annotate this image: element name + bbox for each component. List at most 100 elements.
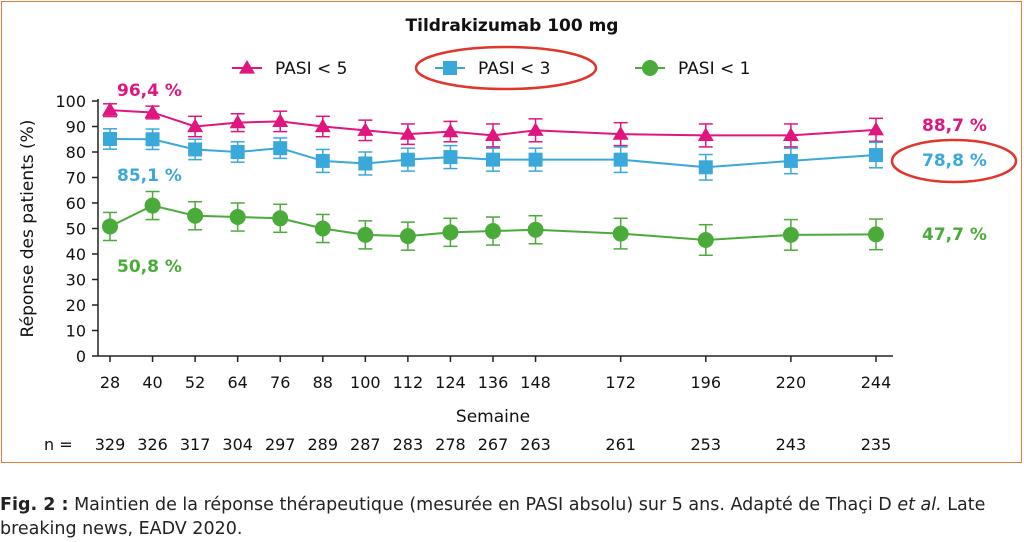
data-point — [697, 231, 714, 248]
data-point — [485, 223, 501, 240]
x-tick-label: 244 — [861, 373, 892, 392]
chart-frame — [1, 1, 1022, 463]
data-point — [400, 152, 415, 167]
legend-label: PASI < 3 — [478, 59, 550, 79]
data-point — [102, 218, 118, 235]
data-point — [273, 141, 288, 156]
data-point — [612, 225, 629, 242]
x-tick-label: 88 — [313, 373, 333, 392]
data-point — [613, 152, 628, 167]
data-point — [698, 160, 713, 175]
caption-text-2: Late breaking news, EADV 2020. — [0, 495, 986, 539]
end-value-label: 78,8 % — [922, 151, 987, 171]
end-value-label: 88,7 % — [922, 116, 987, 136]
n-value: 278 — [435, 435, 466, 454]
y-tick-label: 80 — [66, 143, 86, 162]
data-point — [144, 197, 161, 214]
legend-label: PASI < 1 — [678, 59, 750, 79]
data-point — [442, 123, 459, 138]
data-point — [102, 102, 118, 116]
data-point — [783, 153, 798, 168]
data-point — [187, 207, 204, 224]
data-point — [103, 131, 117, 146]
n-value: 326 — [137, 435, 168, 454]
x-tick-label: 100 — [350, 373, 381, 392]
data-point — [314, 220, 331, 237]
n-value: 261 — [605, 435, 636, 454]
n-value: 304 — [222, 435, 253, 454]
caption-italic: et al. — [897, 495, 942, 515]
n-value: 297 — [265, 435, 296, 454]
data-point — [315, 153, 330, 168]
data-point — [272, 210, 289, 227]
data-point — [357, 122, 374, 136]
x-tick-label: 76 — [270, 373, 290, 392]
x-tick-label: 136 — [478, 373, 509, 392]
n-value: 263 — [520, 435, 551, 454]
x-tick-label: 124 — [435, 373, 466, 392]
legend-marker — [239, 60, 255, 74]
y-tick-label: 20 — [66, 296, 86, 315]
x-axis-label: Semaine — [456, 407, 530, 427]
end-value-label: 47,7 % — [922, 225, 987, 245]
data-point — [357, 226, 374, 243]
data-point — [612, 126, 629, 140]
n-value: 283 — [393, 435, 424, 454]
data-point — [527, 122, 544, 136]
caption-label: Fig. 2 : — [0, 495, 69, 515]
n-value: 253 — [691, 435, 722, 454]
figure-caption: Fig. 2 : Maintien de la réponse thérapeu… — [0, 493, 1020, 541]
data-point — [358, 156, 373, 171]
y-tick-label: 100 — [55, 92, 86, 111]
y-tick-label: 60 — [66, 194, 86, 213]
n-value: 235 — [861, 435, 892, 454]
data-point — [442, 224, 459, 241]
x-tick-label: 220 — [776, 373, 807, 392]
x-tick-label: 172 — [605, 373, 636, 392]
data-point — [399, 126, 416, 140]
data-point — [868, 121, 884, 136]
x-tick-label: 64 — [227, 373, 247, 392]
data-point — [188, 142, 203, 157]
data-point — [486, 152, 500, 167]
n-value: 287 — [350, 435, 381, 454]
y-axis-label: Réponse des patients (%) — [18, 120, 38, 338]
chart-title: Tildrakizumab 100 mg — [406, 16, 619, 36]
data-point — [443, 150, 458, 165]
n-value: 243 — [776, 435, 807, 454]
n-label: n = — [44, 435, 73, 454]
highlight-ellipse-legend — [414, 45, 598, 91]
n-value: 289 — [308, 435, 339, 454]
data-point — [314, 118, 331, 133]
data-point — [869, 148, 883, 163]
data-point — [187, 118, 204, 133]
data-point — [485, 127, 501, 142]
legend-marker — [443, 61, 457, 75]
caption-text-1: Maintien de la réponse thérapeutique (me… — [68, 495, 898, 515]
y-tick-label: 90 — [66, 118, 86, 137]
y-tick-label: 0 — [76, 347, 86, 366]
n-value: 317 — [180, 435, 211, 454]
data-point — [782, 226, 799, 243]
data-point — [272, 113, 289, 127]
data-point — [145, 132, 160, 147]
y-tick-label: 30 — [66, 271, 86, 290]
y-tick-label: 10 — [66, 322, 86, 341]
start-value-label: 96,4 % — [117, 81, 182, 101]
y-tick-label: 70 — [66, 169, 86, 188]
x-tick-label: 148 — [520, 373, 551, 392]
n-value: 329 — [95, 435, 126, 454]
x-tick-label: 112 — [393, 373, 424, 392]
legend-label: PASI < 5 — [275, 59, 347, 79]
x-tick-label: 28 — [100, 373, 120, 392]
data-point — [229, 209, 246, 226]
data-point — [528, 152, 543, 167]
y-tick-label: 50 — [66, 220, 86, 239]
x-tick-label: 40 — [142, 373, 162, 392]
highlight-ellipse-value — [890, 138, 1018, 184]
x-tick-label: 196 — [691, 373, 722, 392]
y-tick-label: 40 — [66, 245, 86, 264]
data-point — [527, 221, 544, 238]
data-point — [399, 228, 416, 245]
data-point — [229, 114, 246, 129]
